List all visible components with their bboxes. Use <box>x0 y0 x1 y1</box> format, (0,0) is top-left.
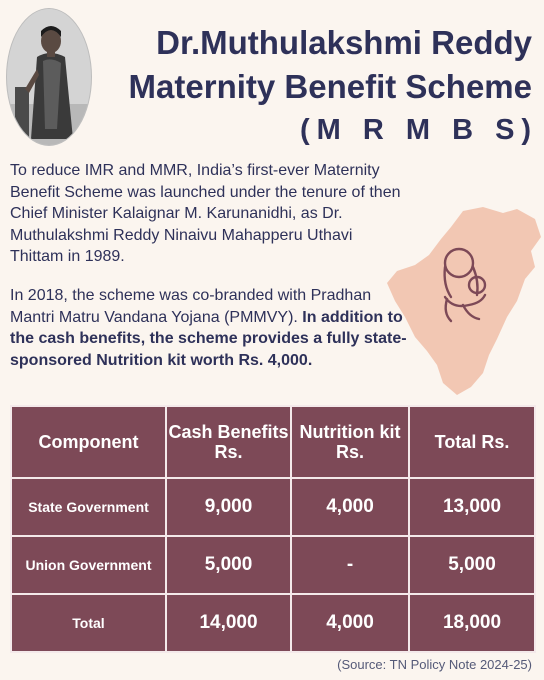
nutrition-cell: 4,000 <box>290 477 410 537</box>
row-label: Total <box>10 593 167 653</box>
header-cash-benefits: Cash Benefits Rs. <box>165 405 292 479</box>
mother-child-icon <box>443 247 487 323</box>
cash-cell: 9,000 <box>165 477 292 537</box>
portrait-photo <box>6 8 92 146</box>
table-row: Total 14,000 4,000 18,000 <box>10 593 536 653</box>
intro-paragraph-2-bold: In addition to the cash benefits, the sc… <box>10 308 407 369</box>
tamil-nadu-map-icon <box>385 205 544 397</box>
intro-paragraph-2: In 2018, the scheme was co-branded with … <box>10 285 408 371</box>
page-title-line2: Maternity Benefit Scheme <box>128 68 532 105</box>
intro-paragraph-1: To reduce IMR and MMR, India’s first-eve… <box>10 162 401 265</box>
page-title-line1: Dr.Muthulakshmi Reddy <box>156 24 532 61</box>
table-row: Union Government 5,000 - 5,000 <box>10 535 536 595</box>
header-component: Component <box>10 405 167 479</box>
row-label: Union Government <box>10 535 167 595</box>
source-note: (Source: TN Policy Note 2024-25) <box>337 657 532 672</box>
intro-paragraph-2-plain: In 2018, the scheme was co-branded with … <box>10 287 372 326</box>
table-header-row: Component Cash Benefits Rs. Nutrition ki… <box>10 405 536 479</box>
cash-cell: 14,000 <box>165 593 292 653</box>
nutrition-cell: - <box>290 535 410 595</box>
nutrition-cell: 4,000 <box>290 593 410 653</box>
table-row: State Government 9,000 4,000 13,000 <box>10 477 536 537</box>
header-total: Total Rs. <box>408 405 536 479</box>
total-cell: 13,000 <box>408 477 536 537</box>
total-cell: 5,000 <box>408 535 536 595</box>
row-label: State Government <box>10 477 167 537</box>
header-nutrition-kit: Nutrition kit Rs. <box>290 405 410 479</box>
cash-cell: 5,000 <box>165 535 292 595</box>
scheme-acronym: (M R M B S) <box>300 114 539 146</box>
total-cell: 18,000 <box>408 593 536 653</box>
benefit-table: Component Cash Benefits Rs. Nutrition ki… <box>10 405 536 653</box>
